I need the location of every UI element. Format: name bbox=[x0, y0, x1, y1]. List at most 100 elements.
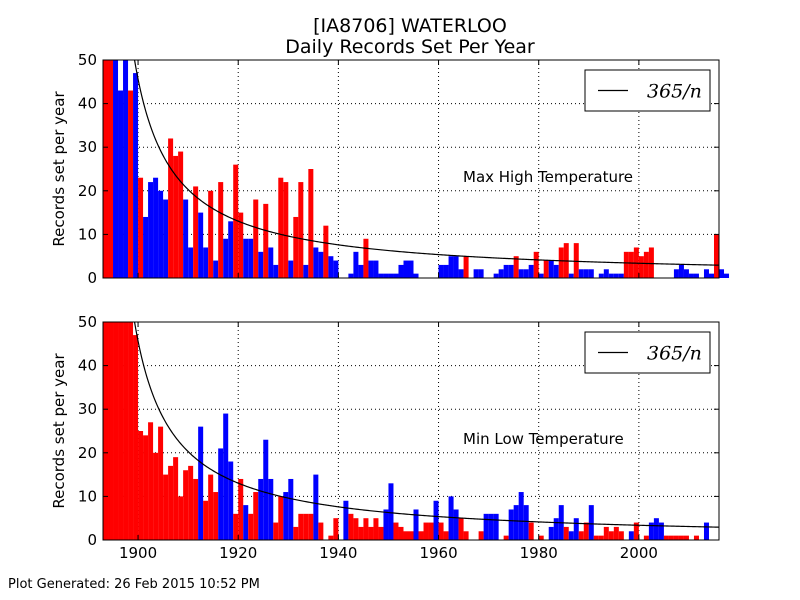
bar bbox=[143, 216, 149, 278]
bar bbox=[298, 182, 304, 278]
bar bbox=[153, 177, 159, 278]
bar bbox=[368, 526, 374, 540]
bar bbox=[408, 531, 414, 540]
bar bbox=[163, 199, 169, 278]
bar bbox=[448, 256, 454, 278]
max-high-panel: 0 10 20 30 40 50 Records set per year Max High … bbox=[50, 51, 730, 287]
bar bbox=[673, 535, 679, 540]
bar bbox=[678, 535, 684, 540]
bar bbox=[203, 247, 209, 278]
bar bbox=[363, 518, 369, 540]
x-tick-label: 1920 bbox=[219, 544, 257, 562]
x-tick-label: 2000 bbox=[620, 544, 658, 562]
bar bbox=[293, 526, 299, 540]
bar bbox=[628, 251, 634, 278]
bar bbox=[253, 199, 259, 278]
bar bbox=[478, 269, 484, 278]
bar bbox=[143, 435, 149, 540]
bar bbox=[308, 169, 314, 278]
bar bbox=[393, 273, 399, 278]
bar bbox=[693, 535, 699, 540]
bar bbox=[228, 461, 234, 540]
bar bbox=[703, 522, 709, 540]
bar bbox=[258, 251, 264, 278]
bar bbox=[719, 269, 725, 278]
bar bbox=[113, 60, 119, 278]
x-tick-label: 1900 bbox=[119, 544, 157, 562]
curve-365-over-n bbox=[133, 322, 719, 528]
bar bbox=[663, 535, 669, 540]
bar bbox=[438, 264, 444, 278]
bar bbox=[448, 496, 454, 540]
bar bbox=[343, 500, 349, 540]
bar bbox=[608, 531, 614, 540]
bar bbox=[403, 260, 409, 278]
bar bbox=[433, 500, 439, 540]
bar bbox=[413, 509, 419, 540]
bar bbox=[513, 256, 519, 278]
y-tick-label: 40 bbox=[78, 357, 97, 375]
bar bbox=[493, 273, 499, 278]
bar bbox=[358, 264, 364, 278]
bar bbox=[643, 535, 649, 540]
bar bbox=[688, 273, 694, 278]
bar bbox=[518, 269, 524, 278]
bar bbox=[608, 273, 614, 278]
legend-label: 365/n bbox=[647, 81, 702, 103]
bar bbox=[373, 518, 379, 540]
bar bbox=[278, 496, 284, 540]
y-tick-label: 50 bbox=[78, 51, 97, 69]
bar bbox=[678, 264, 684, 278]
bar bbox=[128, 90, 134, 279]
y-tick-label: 50 bbox=[78, 313, 97, 331]
bar bbox=[578, 269, 584, 278]
bar bbox=[673, 269, 679, 278]
bar bbox=[243, 505, 249, 540]
curve-365-over-n bbox=[133, 60, 719, 266]
bar bbox=[198, 212, 204, 278]
bar bbox=[538, 535, 544, 540]
bar bbox=[103, 60, 109, 278]
bar bbox=[348, 273, 354, 278]
bar bbox=[443, 531, 449, 540]
series-annotation: Min Low Temperature bbox=[463, 430, 624, 448]
bar bbox=[138, 431, 144, 540]
bar bbox=[648, 247, 654, 278]
bar bbox=[178, 496, 184, 540]
bar bbox=[693, 273, 699, 278]
chart-title-line1: [IA8706] WATERLOO bbox=[313, 15, 507, 37]
y-tick-label: 20 bbox=[78, 444, 97, 462]
bar bbox=[383, 509, 389, 540]
bar bbox=[273, 264, 279, 278]
bar bbox=[443, 264, 449, 278]
bar bbox=[288, 478, 294, 540]
bar bbox=[508, 509, 514, 540]
bar bbox=[638, 256, 644, 278]
bar bbox=[373, 260, 379, 278]
bar bbox=[708, 273, 714, 278]
bar bbox=[353, 251, 359, 278]
y-tick-label: 30 bbox=[78, 138, 97, 156]
axes-frame bbox=[102, 321, 720, 541]
bar bbox=[393, 522, 399, 540]
bar bbox=[173, 155, 179, 278]
bar bbox=[623, 251, 629, 278]
plot-generated-footer: Plot Generated: 26 Feb 2015 10:52 PM bbox=[8, 577, 260, 592]
bar bbox=[418, 531, 424, 540]
bar bbox=[533, 251, 539, 278]
bar bbox=[328, 256, 334, 278]
bar bbox=[508, 264, 514, 278]
bar bbox=[208, 190, 214, 278]
y-tick-label: 30 bbox=[78, 400, 97, 418]
bar bbox=[648, 522, 654, 540]
bar bbox=[163, 474, 169, 540]
bar bbox=[588, 505, 594, 540]
bar bbox=[618, 273, 624, 278]
bar bbox=[283, 492, 289, 540]
bar bbox=[318, 522, 324, 540]
bar bbox=[568, 273, 574, 278]
bar bbox=[428, 522, 434, 540]
bar bbox=[398, 526, 404, 540]
y-tick-label: 0 bbox=[87, 531, 97, 549]
bar bbox=[173, 457, 179, 540]
